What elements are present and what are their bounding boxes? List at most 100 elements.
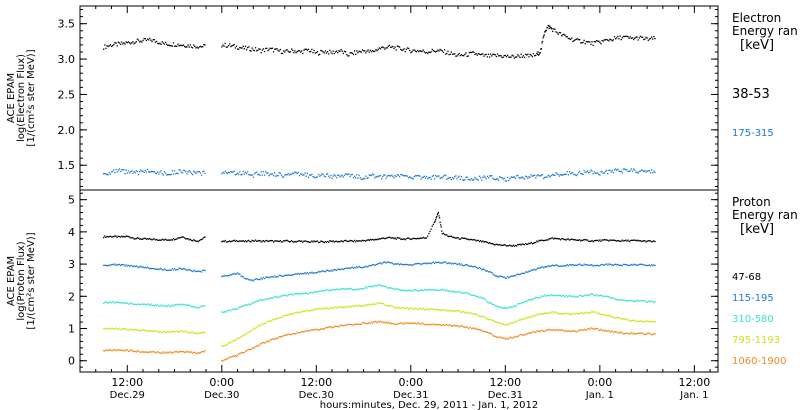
data-point [578,329,581,332]
data-point [559,265,562,267]
data-point [564,173,566,175]
data-point [115,42,117,44]
data-point [123,169,125,171]
data-point [499,55,501,57]
data-point [538,239,540,242]
data-point [550,174,553,177]
data-point [472,239,474,241]
data-point [391,262,393,264]
data-point [263,277,266,280]
data-point [600,294,602,296]
data-point [191,270,194,273]
data-point [319,329,321,331]
data-point [493,303,495,306]
data-point [126,329,128,331]
data-point [202,238,204,240]
data-point [622,263,625,266]
data-point [429,262,431,264]
data-point [443,233,446,236]
data-point [587,312,590,314]
data-point [457,325,459,327]
data-point [365,322,367,324]
data-point [283,315,285,317]
data-point [485,53,487,56]
data-point [559,32,562,34]
data-point [383,237,385,239]
data-point [143,37,145,40]
data-point [269,173,271,176]
data-point [257,345,259,347]
data-point [551,173,554,176]
data-point [105,264,107,267]
data-point [567,37,570,40]
data-point [357,289,359,291]
data-point [245,241,248,243]
data-point [415,263,418,265]
data-point [537,241,539,243]
data-point [275,317,277,320]
data-point [247,349,249,351]
data-point [494,179,496,181]
data-point [432,223,435,226]
data-point [425,307,428,310]
data-point [486,175,489,178]
y-tick-label: 3.0 [58,53,76,66]
data-point [267,320,269,323]
data-point [310,310,312,312]
data-point [575,239,577,241]
data-point [524,271,527,273]
data-point [118,349,121,351]
data-point [350,52,352,54]
data-point [628,332,630,335]
data-point [359,305,361,307]
data-point [198,270,200,272]
data-point [651,300,653,302]
data-point [315,176,317,179]
data-point [115,263,117,265]
data-point [196,171,198,173]
data-point [265,171,267,173]
data-point [434,308,437,311]
data-point [321,240,323,243]
data-point [616,316,618,319]
data-point [578,294,581,297]
data-point [341,306,343,309]
data-point [604,295,607,298]
data-point [295,241,297,243]
data-point [626,332,628,334]
data-point [542,313,545,315]
data-point [558,175,561,177]
data-point [285,314,287,317]
data-point [334,175,337,177]
data-point [479,329,482,331]
data-point [285,239,287,242]
data-point [379,320,382,322]
data-point [598,295,600,297]
data-point [364,177,366,180]
data-point [485,178,487,180]
data-point [611,316,613,318]
data-point [293,51,295,54]
data-point [238,240,240,243]
data-point [331,327,333,329]
y-axis-label-line: ACE EPAM [6,73,17,123]
data-point [603,330,606,332]
data-point [441,324,444,326]
data-point [190,239,193,241]
data-point [556,32,558,34]
data-point [409,322,411,325]
data-point [295,273,297,275]
data-point [484,241,486,243]
data-point [311,173,313,175]
data-point [180,268,182,270]
data-point [586,328,589,330]
data-point [506,276,509,278]
data-point [610,264,612,266]
data-point [413,289,415,291]
data-point [550,27,552,29]
data-point [476,328,478,330]
data-point [517,174,519,177]
data-point [457,53,459,56]
data-point [343,50,346,53]
data-point [388,175,391,177]
